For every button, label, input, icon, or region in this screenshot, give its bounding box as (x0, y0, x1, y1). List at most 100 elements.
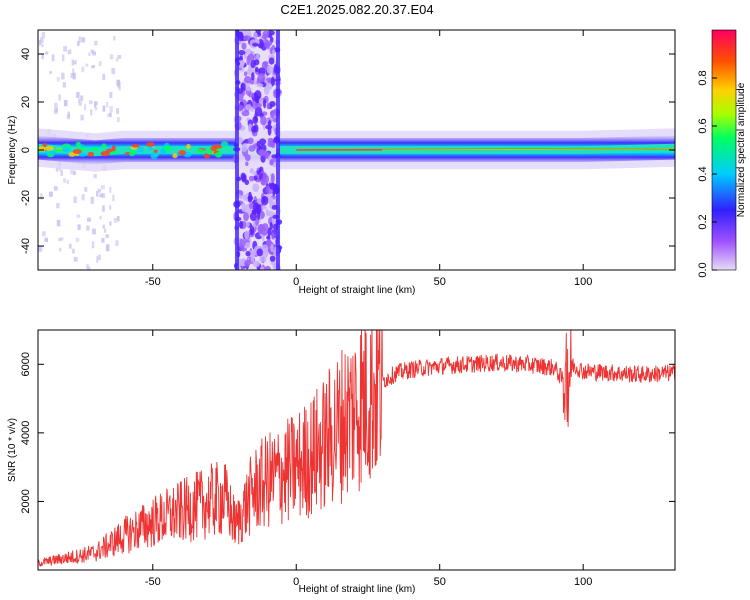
noise-cell (44, 237, 48, 242)
ridge-blob (100, 150, 111, 157)
broadband-cell (247, 197, 252, 203)
broadband-cell (252, 260, 261, 268)
noise-cell (90, 109, 93, 116)
noise-cell (102, 105, 106, 112)
noise-cell (87, 217, 91, 222)
noise-cell (59, 237, 64, 241)
ridge-blob (79, 144, 85, 148)
snr-y-axis-label: SNR (10 * v/v) (7, 418, 18, 482)
noise-cell (100, 192, 104, 198)
noise-cell (113, 35, 116, 41)
noise-cell (99, 215, 102, 220)
snr-x-axis-label: Height of straight line (km) (299, 584, 416, 595)
noise-cell (100, 185, 105, 190)
snr-x-tick-label: 0 (293, 576, 299, 588)
noise-cell (72, 72, 76, 80)
noise-cell (41, 32, 46, 39)
ridge-blob (153, 149, 158, 153)
noise-cell (116, 117, 120, 123)
ridge-blob (75, 141, 81, 148)
noise-cell (93, 174, 97, 179)
broadband-cell (267, 141, 275, 148)
spectrogram-y-tick-label: -40 (20, 238, 32, 254)
broadband-cell (272, 49, 276, 55)
noise-cell (77, 40, 80, 47)
broadband-cell (237, 31, 244, 42)
broadband-cell (245, 104, 252, 111)
ridge-blob (210, 145, 218, 152)
noise-cell (90, 49, 95, 54)
broadband-cell (266, 65, 274, 74)
broadband-cell (261, 195, 269, 206)
spectrogram-y-tick-label: -20 (20, 190, 32, 206)
ridge-blob (206, 149, 214, 155)
noise-cell (38, 39, 42, 46)
noise-cell (66, 179, 70, 184)
broadband-cell (249, 212, 258, 222)
noise-cell (67, 111, 71, 118)
broadband-cell (248, 175, 255, 182)
noise-cell (102, 205, 105, 212)
broadband-cell (247, 53, 255, 62)
snr-axes: -50 0 50 100 2000 4000 6000 (20, 330, 675, 588)
noise-cell (117, 55, 122, 59)
noise-cell (51, 54, 55, 62)
figure-title: C2E1.2025.082.20.37.E04 (280, 2, 433, 17)
noise-cell (76, 92, 80, 98)
broadband-cell (243, 211, 250, 222)
broadband-cell (259, 150, 268, 156)
noise-cell (97, 188, 101, 193)
broadband-cell (245, 161, 249, 167)
noise-cell (61, 54, 65, 62)
broadband-cell (271, 232, 275, 240)
broadband-cell (264, 265, 271, 270)
noise-cell (105, 234, 110, 238)
noise-cell (53, 186, 58, 191)
broadband-cell (256, 140, 261, 147)
noise-cell (73, 60, 77, 65)
noise-cell (81, 66, 85, 73)
ridge-blob (45, 145, 54, 151)
spectrogram-x-tick-label: -50 (145, 276, 161, 288)
noise-cell (56, 76, 60, 82)
noise-cell (80, 114, 84, 121)
spectrogram-x-tick-label: 100 (574, 276, 592, 288)
broadband-cell (248, 250, 256, 258)
colorbar-tick-label: 0.6 (697, 118, 709, 133)
noise-cell (115, 57, 119, 62)
noise-cell (106, 244, 110, 252)
ridge-blob (55, 148, 64, 152)
broadband-cell (251, 125, 257, 133)
ridge-blob (214, 152, 223, 158)
snr-x-tick-label: 50 (434, 576, 446, 588)
noise-cell (96, 256, 99, 263)
spectrogram-x-tick-label: 0 (293, 276, 299, 288)
noise-cell (40, 37, 44, 44)
noise-cell (91, 65, 95, 69)
broadband-cell (240, 172, 246, 181)
noise-cell (109, 187, 112, 193)
noise-cell (71, 248, 75, 254)
broadband-cell (270, 243, 274, 253)
broadband-cell (252, 202, 260, 213)
broadband-cell (247, 137, 254, 145)
broadband-cell (244, 260, 251, 267)
colorbar: 0.0 0.2 0.4 0.6 0.8 Normalized spectral ampl… (697, 29, 747, 278)
broadband-cell (266, 42, 270, 50)
broadband-cell (259, 138, 267, 145)
noise-cell (112, 194, 115, 202)
noise-cell (70, 169, 75, 175)
broadband-cell (244, 242, 251, 249)
ridge-blob (186, 144, 191, 150)
broadband-cell (243, 75, 252, 84)
broadband-cell (257, 72, 266, 83)
broadband-cell (249, 168, 255, 174)
broadband-cell (251, 72, 255, 81)
snr-y-tick-label: 2000 (20, 489, 32, 513)
noise-cell (109, 221, 112, 226)
spectrogram-y-tick-label: 20 (20, 96, 32, 108)
noise-cell (86, 225, 90, 231)
noise-cell (76, 214, 81, 218)
noise-cell (109, 92, 113, 99)
colorbar-tick-label: 0.0 (697, 262, 709, 277)
